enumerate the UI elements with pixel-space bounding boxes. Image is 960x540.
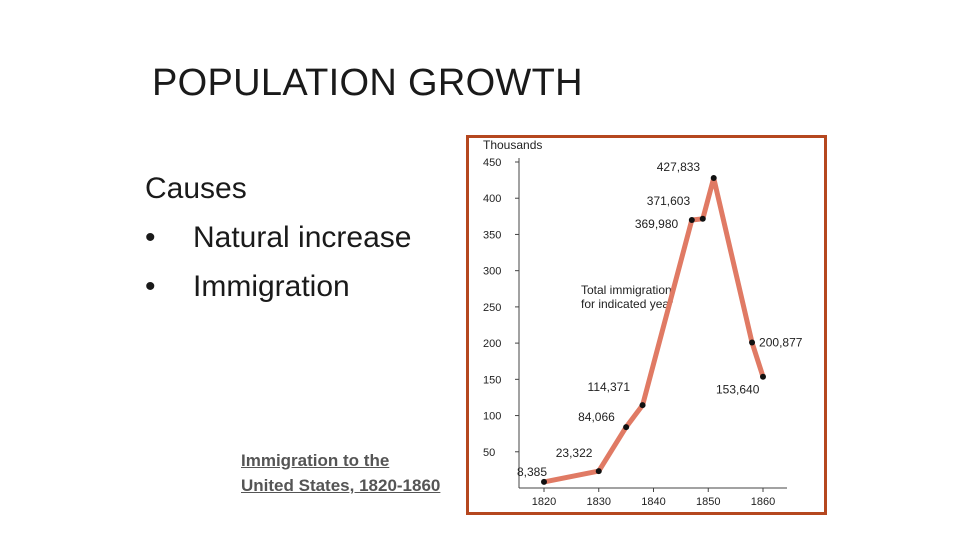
data-label: 427,833 bbox=[657, 160, 701, 174]
data-point bbox=[623, 424, 630, 431]
data-label: 153,640 bbox=[716, 383, 760, 397]
y-tick-label: 350 bbox=[483, 229, 501, 241]
bullet-label: Immigration bbox=[193, 270, 350, 303]
data-label: 369,980 bbox=[635, 217, 679, 231]
y-tick-label: 150 bbox=[483, 374, 501, 386]
data-point bbox=[688, 216, 695, 223]
x-tick-label: 1840 bbox=[641, 496, 665, 508]
data-point bbox=[541, 478, 547, 485]
data-point bbox=[699, 215, 706, 222]
immigration-line-chart: Thousands Total immigration for indicate… bbox=[483, 138, 803, 508]
x-tick-label: 1830 bbox=[587, 496, 611, 508]
data-points bbox=[541, 175, 766, 485]
x-tick-label: 1850 bbox=[696, 496, 720, 508]
caption-line: Immigration to the bbox=[241, 451, 390, 470]
data-label: 200,877 bbox=[759, 335, 803, 349]
y-tick-label: 250 bbox=[483, 302, 501, 314]
caption-line: United States, 1820-1860 bbox=[241, 476, 441, 495]
data-label: 8,385 bbox=[517, 465, 547, 479]
data-label: 23,322 bbox=[556, 446, 593, 460]
x-tick-label: 1820 bbox=[532, 496, 556, 508]
data-point bbox=[710, 175, 717, 182]
causes-list: Causes • Natural increase • Immigration bbox=[145, 164, 411, 311]
data-labels: 8,385 23,322 84,066 114,371 369,980 371,603 42… bbox=[517, 160, 803, 479]
data-label: 114,371 bbox=[588, 380, 631, 394]
x-ticks: 1820 1830 1840 1850 1860 bbox=[532, 488, 775, 508]
x-tick-label: 1860 bbox=[751, 496, 775, 508]
bullet-dot-icon: • bbox=[145, 270, 156, 303]
bullet-label: Natural increase bbox=[193, 221, 412, 254]
data-label: 371,603 bbox=[647, 194, 691, 208]
chart-annotation-line: Total immigration bbox=[581, 283, 672, 297]
y-tick-label: 400 bbox=[483, 193, 501, 205]
slide-title: POPULATION GROWTH bbox=[152, 62, 583, 104]
chart-frame: Thousands Total immigration for indicate… bbox=[466, 135, 827, 515]
causes-heading: Causes bbox=[145, 172, 247, 205]
data-label: 84,066 bbox=[578, 410, 615, 424]
y-tick-label: 50 bbox=[483, 447, 495, 459]
y-tick-label: 450 bbox=[483, 157, 501, 169]
chart-annotation-line: for indicated year bbox=[581, 297, 673, 311]
data-point bbox=[595, 468, 602, 475]
data-point bbox=[749, 339, 756, 346]
y-tick-label: 200 bbox=[483, 338, 501, 350]
bullet-item: • Immigration bbox=[145, 262, 411, 311]
y-tick-label: 300 bbox=[483, 266, 501, 278]
data-point bbox=[760, 373, 766, 380]
y-axis-label: Thousands bbox=[483, 138, 542, 152]
y-tick-label: 100 bbox=[483, 411, 501, 423]
bullet-dot-icon: • bbox=[145, 221, 156, 254]
y-ticks: 50 100 150 200 250 300 350 400 450 bbox=[483, 157, 519, 459]
bullet-item: • Natural increase bbox=[145, 213, 411, 262]
chart-caption: Immigration to the United States, 1820-1… bbox=[241, 448, 440, 498]
data-point bbox=[639, 402, 646, 409]
